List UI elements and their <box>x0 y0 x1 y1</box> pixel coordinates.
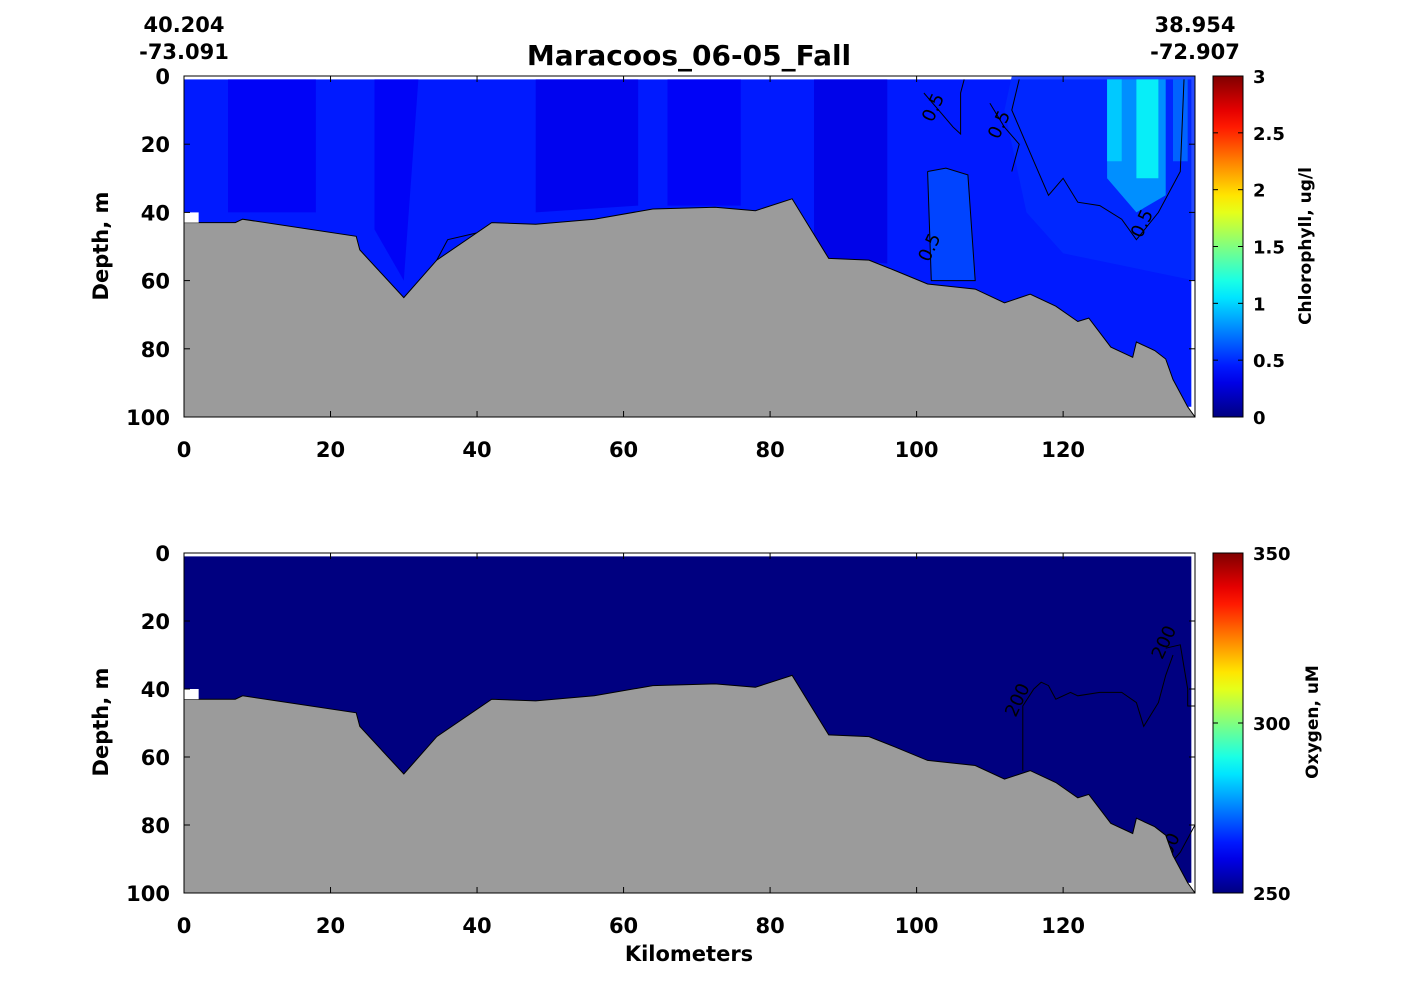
value-patch <box>374 79 419 281</box>
contour-line <box>1011 79 1185 241</box>
x-tick-label: 120 <box>1041 914 1085 938</box>
x-tick-label: 100 <box>895 914 939 938</box>
y-tick-label: 40 <box>141 201 170 225</box>
y-tick-label: 0 <box>155 542 170 566</box>
plot-area: 200200200 <box>184 553 1195 893</box>
chart-title: Maracoos_06-05_Fall <box>527 39 851 72</box>
x-tick-label: 80 <box>755 914 784 938</box>
y-tick-label: 0 <box>155 65 170 89</box>
end-latitude: 38.954 <box>1154 13 1235 37</box>
x-tick-label: 60 <box>609 914 638 938</box>
contour-line <box>923 79 965 136</box>
y-tick-label: 80 <box>141 338 170 362</box>
x-tick-label: 40 <box>462 438 491 462</box>
blank-notch <box>184 689 199 700</box>
value-patch <box>1107 79 1122 162</box>
oxygen-colorbar-label: Oxygen, uM <box>1303 665 1323 779</box>
x-tick-label: 80 <box>755 438 784 462</box>
x-tick-label: 100 <box>895 438 939 462</box>
colorbar-tick-label: 1 <box>1253 294 1266 315</box>
value-patch <box>535 79 639 213</box>
y-tick-label: 60 <box>141 270 170 294</box>
colorbar-tick-label: 2.5 <box>1253 124 1285 145</box>
end-longitude: -72.907 <box>1150 40 1240 64</box>
value-patch <box>228 79 316 213</box>
bathymetry <box>184 198 1195 417</box>
y-tick-label: 40 <box>141 678 170 702</box>
blank-notch <box>184 212 199 223</box>
contour-line <box>432 232 478 268</box>
contour-line <box>927 167 976 282</box>
plot-frame <box>183 552 1196 894</box>
x-tick-label: 0 <box>177 438 192 462</box>
oxygen-panel: 200200200 0 20 40 60 80 100 120 0 20 40 60 80 100 250 3… <box>126 542 1290 938</box>
x-tick-label: 0 <box>177 914 192 938</box>
colorbar-tick-label: 3 <box>1253 67 1266 88</box>
x-tick-label: 60 <box>609 438 638 462</box>
colorbar-tick-label: 350 <box>1253 544 1291 565</box>
value-patch <box>927 168 976 281</box>
top-y-axis-label: Depth, m <box>89 192 113 301</box>
value-patch <box>814 79 888 264</box>
y-tick-label: 80 <box>141 814 170 838</box>
value-patch <box>1173 79 1188 162</box>
plot-frame <box>183 75 1196 418</box>
contour-line <box>989 103 1020 172</box>
x-axis-label: Kilometers <box>625 942 753 966</box>
value-patch <box>667 79 741 206</box>
colorbar-tick-label: 2 <box>1253 181 1266 202</box>
bathymetry <box>184 674 1195 893</box>
y-tick-label: 20 <box>141 610 170 634</box>
x-tick-label: 20 <box>316 914 345 938</box>
value-patch <box>1136 79 1159 179</box>
contour-line <box>1022 654 1174 771</box>
x-tick-label: 40 <box>462 914 491 938</box>
x-tick-label: 120 <box>1041 438 1085 462</box>
y-tick-label: 60 <box>141 746 170 770</box>
y-tick-label: 100 <box>126 406 170 430</box>
x-tick-label: 20 <box>316 438 345 462</box>
colorbar-tick-label: 1.5 <box>1253 238 1285 259</box>
bottom-y-axis-label: Depth, m <box>89 668 113 777</box>
chlorophyll-colorbar-label: Chlorophyll, ug/l <box>1296 167 1316 325</box>
colorbar-tick-label: 0 <box>1253 408 1266 429</box>
y-tick-label: 20 <box>141 133 170 157</box>
start-latitude: 40.204 <box>143 13 224 37</box>
plot-area: 0.5 0.50.50.5 <box>184 76 1195 417</box>
colorbar-tick-label: 250 <box>1253 884 1291 905</box>
colorbar-tick-label: 0.5 <box>1253 351 1285 372</box>
start-longitude: -73.091 <box>139 40 229 64</box>
colorbar-tick-label: 300 <box>1253 714 1291 735</box>
contour-line <box>1165 644 1195 707</box>
y-tick-label: 100 <box>126 882 170 906</box>
